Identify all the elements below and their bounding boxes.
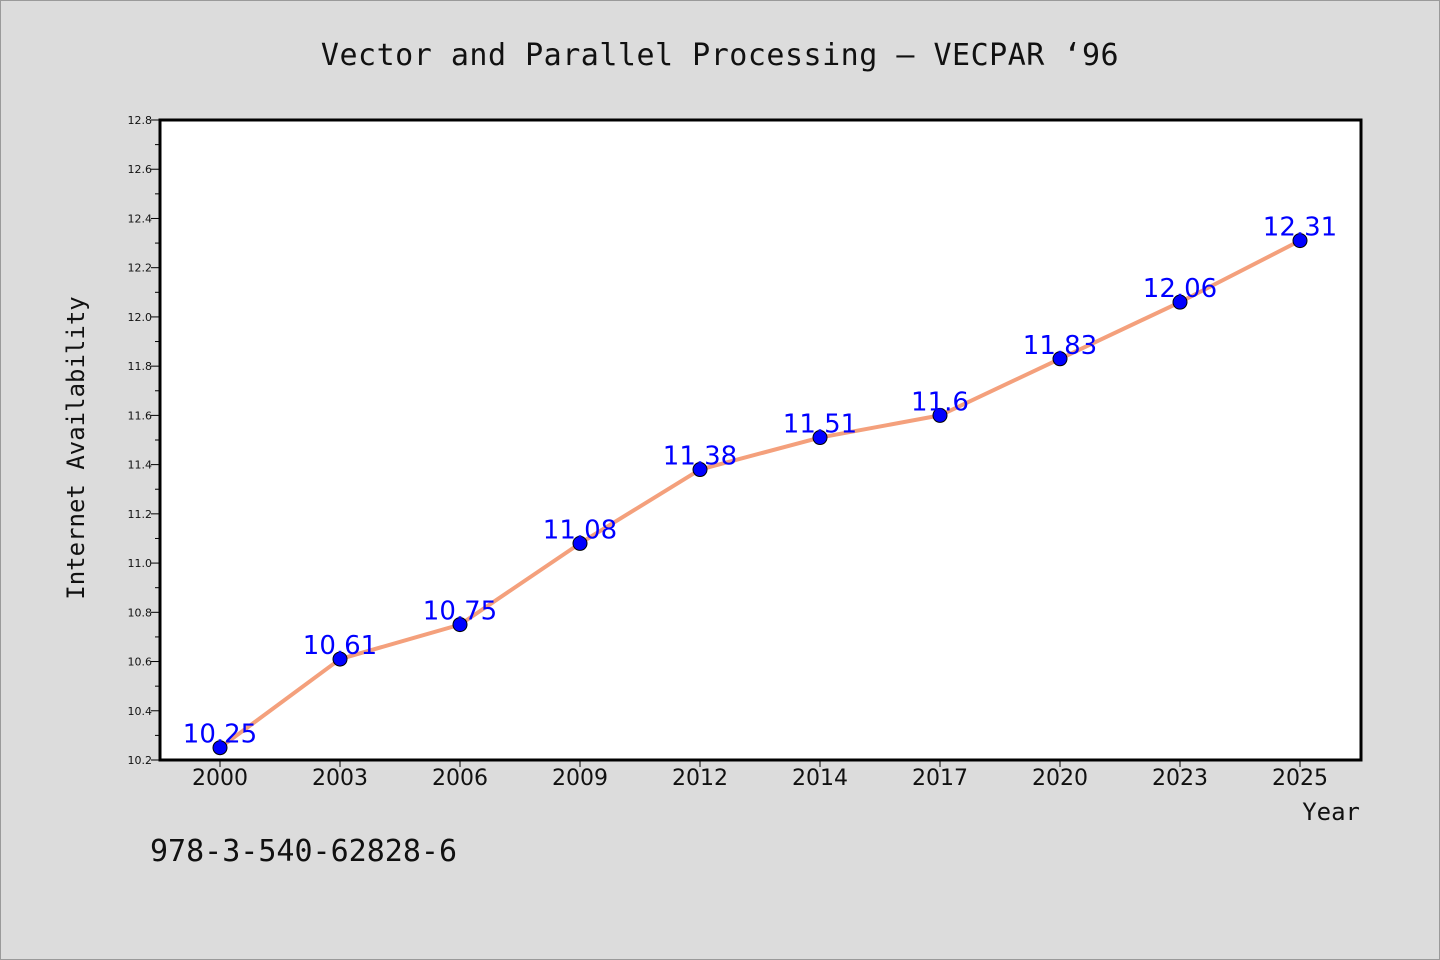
series-line: [218, 238, 1302, 750]
y-tick-label: 11.2: [128, 508, 153, 521]
x-tick-label: 2023: [1152, 766, 1208, 791]
x-tick-label: 2017: [912, 766, 968, 791]
data-label: 12.31: [1263, 213, 1337, 243]
data-label: 11.83: [1023, 331, 1097, 361]
y-tick-label: 11.6: [128, 409, 153, 422]
x-tick-label: 2014: [792, 766, 848, 791]
y-tick-label: 12.8: [128, 114, 153, 127]
series-layer: [212, 233, 1308, 756]
y-tick-label: 12.2: [128, 262, 153, 275]
data-point: [1292, 233, 1308, 249]
x-tick-label: 2003: [312, 766, 368, 791]
data-point: [452, 617, 468, 633]
data-label: 11.08: [543, 515, 617, 545]
data-label: 11.38: [663, 442, 737, 472]
data-label: 10.25: [183, 720, 257, 750]
y-tick-label: 10.8: [128, 606, 153, 619]
data-label: 10.61: [303, 631, 377, 661]
data-point: [812, 430, 828, 446]
y-tick-label: 11.0: [128, 557, 153, 570]
y-tick-label: 10.6: [128, 656, 153, 669]
x-tick-label: 2006: [432, 766, 488, 791]
data-point: [332, 651, 348, 667]
data-point: [692, 462, 708, 478]
isbn-note: 978-3-540-62828-6: [150, 834, 458, 869]
x-tick-label: 2000: [192, 766, 248, 791]
data-point: [212, 740, 228, 756]
y-tick-label: 12.6: [128, 163, 153, 176]
y-tick-label: 12.4: [128, 212, 153, 225]
y-tick-label: 11.4: [128, 459, 153, 472]
x-tick-label: 2020: [1032, 766, 1088, 791]
x-tick-label: 2025: [1272, 766, 1328, 791]
data-label: 11.6: [911, 387, 969, 417]
data-labels: 10.25 10.61 10.75 11.08 11.38 11.51 11.6 11.83 1…: [183, 213, 1337, 750]
y-tick-label: 10.2: [128, 754, 153, 767]
data-point: [572, 535, 588, 551]
x-tick-label: 2009: [552, 766, 608, 791]
data-label: 12.06: [1143, 274, 1217, 304]
data-label: 11.51: [783, 410, 857, 440]
y-tick-label: 12.0: [128, 311, 153, 324]
chart-title: Vector and Parallel Processing – VECPAR …: [320, 38, 1120, 73]
y-tick-label: 11.8: [128, 360, 153, 373]
x-axis-title: Year: [1302, 798, 1360, 826]
data-point: [932, 407, 948, 423]
y-tick-label: 10.4: [128, 705, 153, 718]
data-point: [1172, 294, 1188, 310]
x-axis-ticks: 2000 2003 2006 2009 2012 2014 2017 2020 2023 2025: [192, 760, 1328, 791]
x-tick-label: 2012: [672, 766, 728, 791]
y-axis-ticks: 10.2 10.4 10.6 10.8 11.0 11.2 11.4 11.6 11.8 12.0…: [128, 114, 160, 767]
data-point: [1052, 351, 1068, 367]
y-axis-title: Internet Availability: [62, 296, 90, 599]
data-label: 10.75: [423, 597, 497, 627]
